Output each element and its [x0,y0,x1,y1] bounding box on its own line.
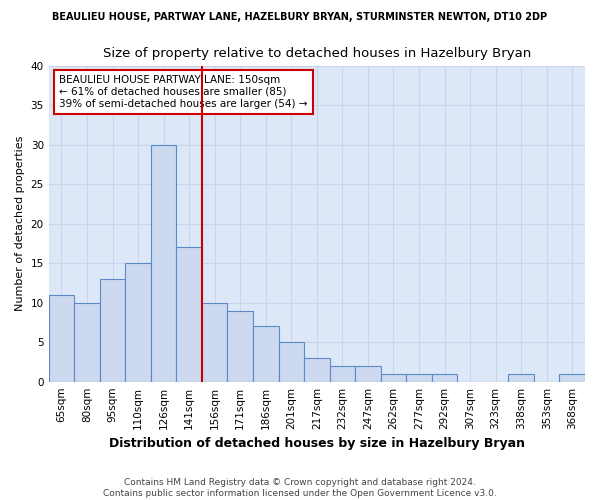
Bar [253,326,278,382]
Bar [176,248,202,382]
Bar [49,295,74,382]
Bar [432,374,457,382]
Bar [355,366,380,382]
Bar [508,374,534,382]
Bar [227,310,253,382]
Bar [329,366,355,382]
Bar [380,374,406,382]
Bar [559,374,585,382]
Bar [151,145,176,382]
Text: BEAULIEU HOUSE PARTWAY LANE: 150sqm
← 61% of detached houses are smaller (85)
39: BEAULIEU HOUSE PARTWAY LANE: 150sqm ← 61… [59,76,308,108]
Y-axis label: Number of detached properties: Number of detached properties [15,136,25,312]
Bar [202,302,227,382]
Text: BEAULIEU HOUSE, PARTWAY LANE, HAZELBURY BRYAN, STURMINSTER NEWTON, DT10 2DP: BEAULIEU HOUSE, PARTWAY LANE, HAZELBURY … [52,12,548,22]
Text: Contains HM Land Registry data © Crown copyright and database right 2024.
Contai: Contains HM Land Registry data © Crown c… [103,478,497,498]
Bar [406,374,432,382]
Bar [304,358,329,382]
Bar [125,263,151,382]
Bar [74,302,100,382]
Title: Size of property relative to detached houses in Hazelbury Bryan: Size of property relative to detached ho… [103,48,531,60]
Bar [100,279,125,382]
X-axis label: Distribution of detached houses by size in Hazelbury Bryan: Distribution of detached houses by size … [109,437,525,450]
Bar [278,342,304,382]
